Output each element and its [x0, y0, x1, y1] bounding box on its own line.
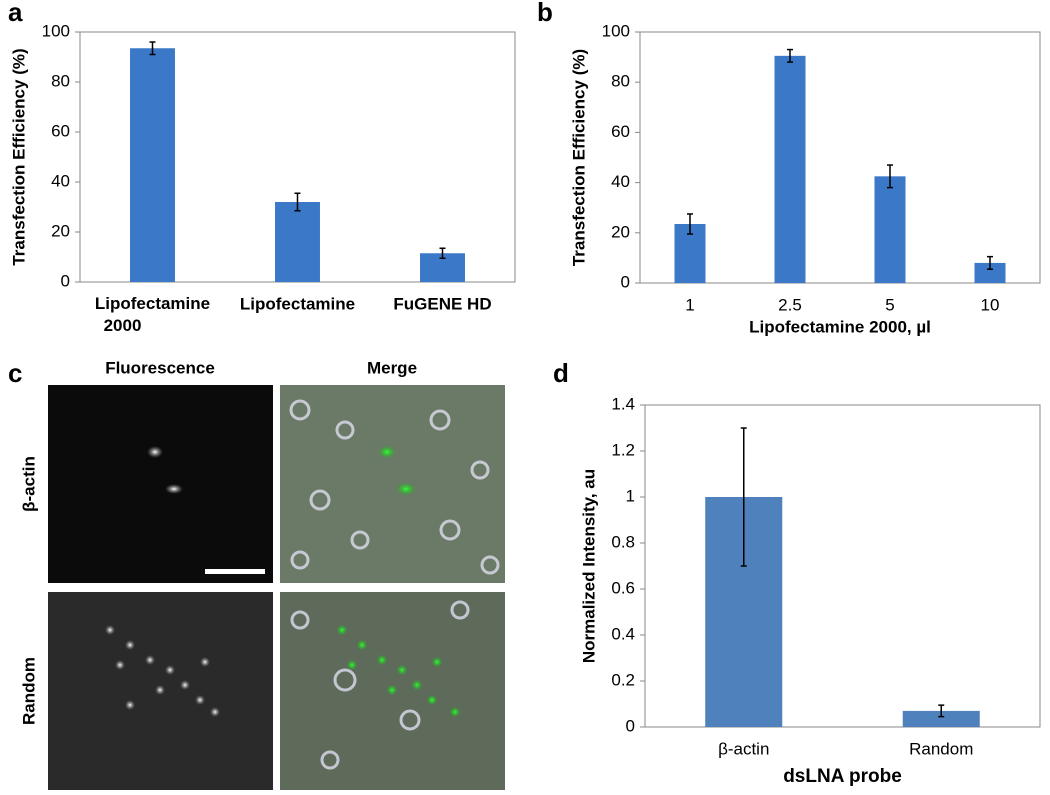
plot-frame — [644, 404, 1041, 728]
error-bar — [987, 255, 993, 270]
cell — [165, 484, 183, 494]
cell — [379, 446, 395, 458]
error-bar — [294, 192, 301, 212]
panel-label: a — [8, 0, 23, 27]
bar — [902, 710, 980, 727]
label-line: Lipofectamine — [95, 294, 210, 313]
x-axis-title: Lipofectamine 2000, µl — [749, 317, 931, 336]
row-label: Random — [19, 657, 38, 725]
y-tick-label: 80 — [51, 71, 70, 90]
bar — [130, 48, 175, 282]
bar — [275, 202, 320, 282]
y-tick-label: 20 — [611, 222, 630, 241]
y-tick-label: 60 — [51, 121, 70, 140]
y-tick-label: 40 — [51, 171, 70, 190]
y-tick-label: 0.2 — [611, 670, 635, 689]
x-tick-label: 2.5 — [778, 295, 802, 314]
bar — [874, 176, 906, 283]
y-axis-title: Transfection Efficiency (%) — [9, 48, 28, 265]
panel-label: d — [553, 358, 569, 388]
error-bar — [887, 164, 893, 189]
cell — [147, 446, 163, 458]
cells — [289, 399, 500, 770]
x-tick-label: β-actin — [718, 739, 769, 758]
cells — [105, 625, 220, 717]
panel-label: c — [8, 358, 22, 388]
error-bar — [787, 48, 793, 63]
x-tick-label: Lipofectamine — [240, 294, 355, 313]
y-axis-title: Transfection Efficiency (%) — [569, 49, 588, 266]
y-tick-label: 60 — [611, 122, 630, 141]
micrograph — [280, 385, 505, 583]
x-tick-label: 5 — [885, 295, 894, 314]
y-tick-label: 100 — [42, 21, 70, 40]
y-tick-label: 0 — [61, 271, 70, 290]
column-label: Merge — [367, 358, 417, 377]
y-tick-label: 100 — [602, 21, 630, 40]
y-tick-label: 1.4 — [611, 394, 635, 413]
bar — [974, 262, 1006, 283]
label-line: 2000 — [104, 316, 142, 335]
bar — [774, 55, 806, 283]
image-panel: c Fluorescence Merge β-actin Random — [8, 358, 505, 790]
x-tick-label: 10 — [981, 295, 1000, 314]
y-tick-label: 0.6 — [611, 578, 635, 597]
micrograph — [48, 385, 273, 583]
y-axis-title: Normalized Intensity, au — [579, 469, 598, 663]
scale-bar — [205, 569, 265, 574]
y-tick-label: 0.4 — [611, 624, 635, 643]
error-bar — [149, 41, 156, 56]
x-tick-label: Lipofectamine 2000 — [95, 294, 210, 335]
plot-frame — [639, 31, 1041, 284]
y-tick-label: 0 — [626, 716, 635, 735]
y-tick-label: 20 — [51, 221, 70, 240]
panel-label: b — [537, 0, 553, 27]
cells — [337, 625, 460, 717]
y-tick-label: 80 — [611, 72, 630, 91]
error-bar — [687, 213, 693, 235]
y-tick-label: 40 — [611, 172, 630, 191]
error-bar — [439, 247, 446, 259]
x-tick-label: FuGENE HD — [393, 294, 491, 313]
y-tick-label: 1 — [626, 486, 635, 505]
y-tick-label: 0.8 — [611, 532, 635, 551]
x-tick-label: Random — [909, 739, 973, 758]
y-tick-label: 1.2 — [611, 440, 635, 459]
row-label: β-actin — [19, 456, 38, 512]
y-tick-label: 0 — [621, 272, 630, 291]
error-bar — [938, 704, 945, 718]
column-label: Fluorescence — [105, 358, 215, 377]
cell — [397, 483, 415, 495]
x-axis-title: dsLNA probe — [783, 766, 902, 787]
x-tick-label: 1 — [685, 295, 694, 314]
error-bar — [740, 427, 747, 567]
